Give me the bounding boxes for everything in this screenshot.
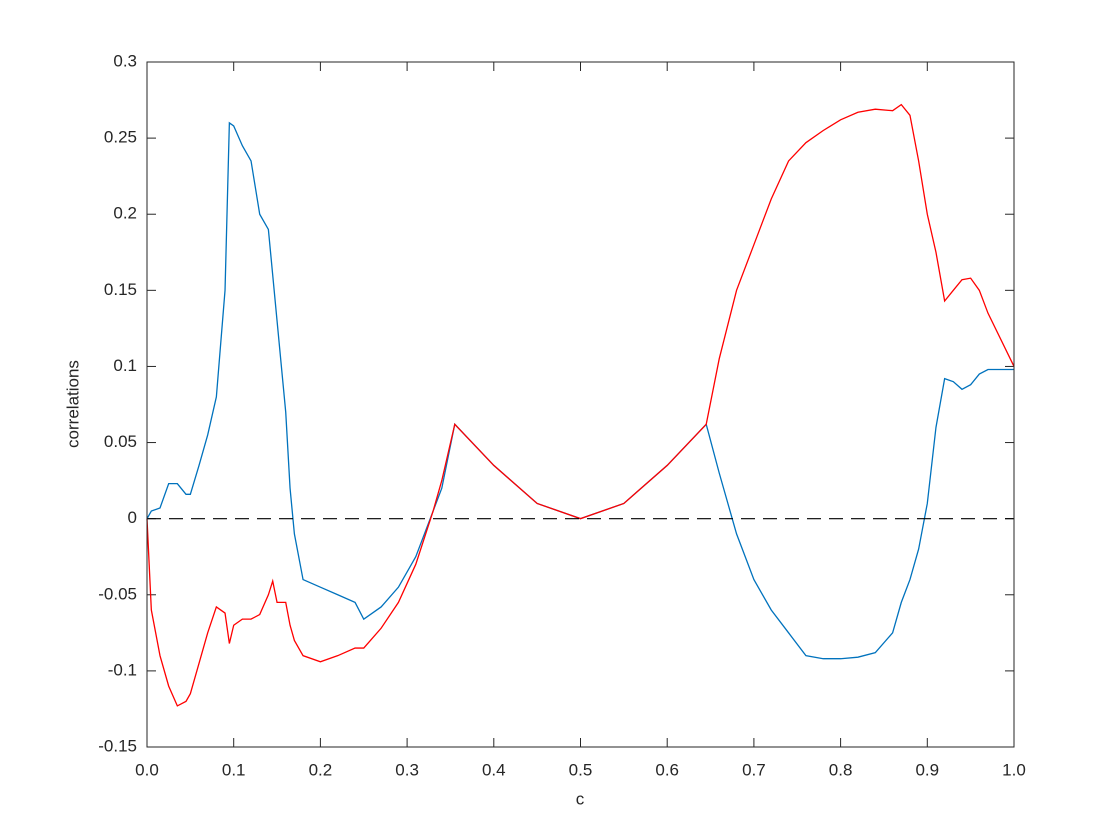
x-tick-label: 0.2 xyxy=(309,760,333,779)
x-tick-label: 0.8 xyxy=(829,760,853,779)
x-tick-label: 0.7 xyxy=(742,760,766,779)
x-tick-label: 0.5 xyxy=(569,760,593,779)
y-tick-label: -0.05 xyxy=(98,584,137,603)
axes-box xyxy=(146,61,1015,748)
y-tick-label: -0.15 xyxy=(98,736,137,755)
y-tick-label: 0.25 xyxy=(104,128,137,147)
y-axis-label: correlations xyxy=(63,360,82,448)
x-tick-label: 0.4 xyxy=(482,760,506,779)
y-tick-label: 0.1 xyxy=(113,356,137,375)
y-tick-label: 0.2 xyxy=(113,204,137,223)
x-tick-label: 0.0 xyxy=(135,760,159,779)
x-tick-label: 1.0 xyxy=(1002,760,1026,779)
y-tick-label: -0.1 xyxy=(108,660,137,679)
y-tick-label: 0.05 xyxy=(104,432,137,451)
series-line xyxy=(146,121,1014,660)
x-tick-label: 0.3 xyxy=(395,760,419,779)
y-tick-label: 0 xyxy=(128,508,137,527)
x-tick-label: 0.9 xyxy=(915,760,939,779)
x-axis-label: c xyxy=(576,789,585,808)
x-tick-label: 0.1 xyxy=(222,760,246,779)
series-line xyxy=(146,103,1015,707)
x-tick-label: 0.6 xyxy=(655,760,679,779)
y-tick-label: 0.3 xyxy=(113,51,137,70)
y-tick-label: 0.15 xyxy=(104,280,137,299)
